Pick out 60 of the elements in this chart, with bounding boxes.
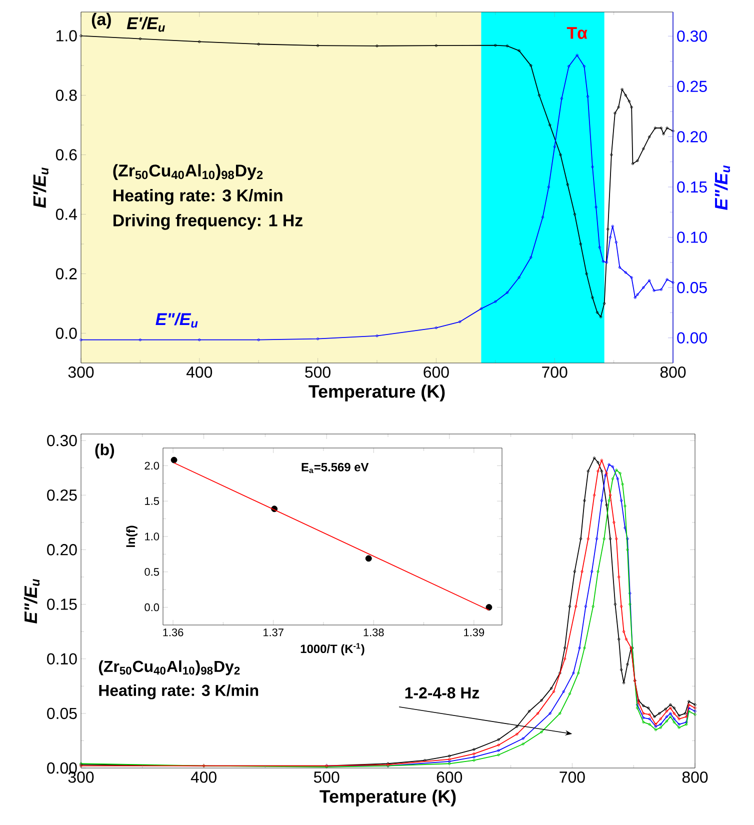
annotation: 1-2-4-8 Hz	[405, 687, 480, 698]
y2-tick-label: 0.20	[677, 131, 707, 142]
y-tick-label: 0.6	[56, 149, 77, 160]
text: (Zr$_{50}$Cu$_{40}$Al$_{10}$)$_{98}$Dy$_{2}$	[113, 164, 263, 180]
x-tick-label: 500	[314, 772, 340, 783]
x-tick-label: 1.38	[364, 628, 384, 636]
annotation: Tα	[566, 27, 588, 39]
y-tick-label: 0.15	[47, 598, 77, 610]
x-tick-label: 300	[68, 772, 94, 783]
x-tick-label: 600	[424, 366, 449, 378]
y-tick-label: 1.0	[56, 30, 77, 42]
y2-tick-label: 0.05	[677, 282, 707, 294]
series-label: E'/E$_{u}$	[126, 16, 165, 32]
x-tick-label: 1.39	[464, 628, 484, 636]
x-tick-label: 800	[660, 366, 686, 378]
y-tick-label: 0.25	[47, 489, 77, 501]
annotation: E$_{a}$=5.569 eV	[302, 462, 369, 474]
y-tick-label: 0.2	[56, 268, 77, 280]
x-tick-label: 1.36	[163, 628, 184, 636]
y-tick-label: 0.00	[47, 762, 77, 774]
x-axis-title: Temperature (K)	[320, 790, 456, 806]
annotation: Heating rate: 3 K/min	[99, 684, 258, 700]
annotation: Heating rate: 3 K/min	[114, 189, 282, 205]
x-tick-label: 800	[682, 772, 708, 783]
annotation: (b)	[95, 444, 114, 458]
text: (Zr$_{50}$Cu$_{40}$Al$_{10}$)$_{98}$Dy$_{2}$	[98, 660, 240, 676]
y-tick-label: 0.20	[47, 544, 77, 556]
y2-tick-label: 0.10	[677, 232, 707, 243]
x-tick-label: 500	[305, 366, 330, 378]
y2-axis-title: E"/E$_{u}$	[714, 165, 730, 210]
x-tick-label: 600	[436, 772, 462, 783]
x-tick-label: 1.37	[263, 628, 284, 636]
y2-tick-label: 0.30	[677, 30, 707, 42]
y-tick-label: 0.0	[56, 328, 77, 339]
y-tick-label: 0.5	[144, 568, 160, 576]
series-label: E"/E$_{u}$	[156, 312, 198, 328]
y-tick-label: 1.5	[145, 497, 160, 505]
y-tick-label: 0.30	[47, 434, 77, 446]
x-tick-label: 400	[186, 366, 212, 378]
y-tick-label: 0.0	[144, 603, 160, 612]
x-tick-label: 300	[68, 366, 94, 378]
y-tick-label: 0.10	[47, 653, 77, 664]
annotation: Driving frequency: 1 Hz	[114, 214, 302, 230]
x-axis-title: Temperature (K)	[308, 384, 445, 402]
y-axis-title: ln(f)	[126, 526, 138, 547]
y2-tick-label: 0.25	[677, 80, 707, 92]
y2-tick-label: 0.15	[677, 181, 707, 193]
x-tick-label: 400	[190, 772, 216, 783]
annotation: (a)	[92, 12, 111, 29]
y2-tick-label: 0.00	[677, 332, 707, 344]
y-axis-title: E"/E$_{u}$	[24, 578, 40, 624]
y-tick-label: 0.05	[47, 708, 77, 720]
y-axis-title: E'/E$_{u}$	[32, 168, 48, 208]
y-tick-label: 2.0	[144, 462, 160, 470]
y-tick-label: 0.4	[56, 208, 78, 220]
y-tick-label: 0.8	[56, 90, 77, 101]
y-tick-label: 1.0	[145, 532, 160, 540]
x-axis-title: 1000/T (K$^{-1}$)	[300, 643, 364, 656]
x-tick-label: 700	[542, 366, 568, 378]
x-tick-label: 700	[560, 772, 585, 783]
